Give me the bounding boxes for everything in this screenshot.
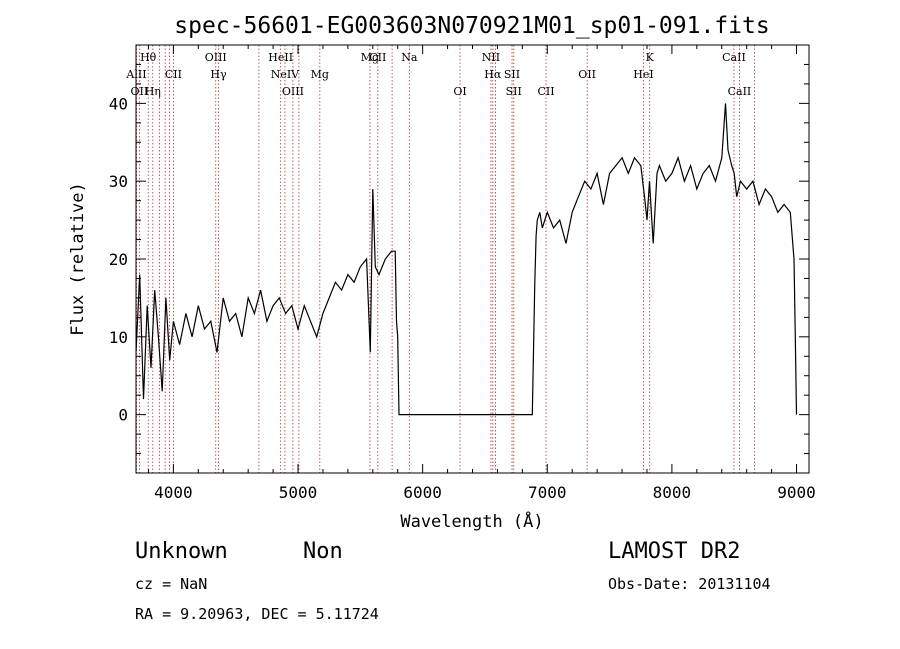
y-axis-ticks: 0 10 20 30 40 <box>109 63 809 455</box>
line-label: OIII <box>282 85 304 98</box>
y-tick-label: 20 <box>109 250 128 269</box>
line-label: SII <box>506 85 522 98</box>
x-tick-label: 9000 <box>777 483 816 502</box>
line-label: CII <box>165 68 182 81</box>
line-label: CaII <box>722 51 746 64</box>
x-tick-label: 4000 <box>154 483 193 502</box>
ra-dec-text: RA = 9.20963, DEC = 5.11724 <box>135 605 379 623</box>
line-label: Na <box>401 51 418 64</box>
object-subclass-label: Non <box>303 539 343 564</box>
line-label: HeII <box>268 51 293 64</box>
y-tick-label: 40 <box>109 94 128 113</box>
line-label: Hη <box>145 85 161 98</box>
y-tick-label: 30 <box>109 172 128 191</box>
y-tick-label: 0 <box>118 406 128 425</box>
spectrum-series-line <box>135 103 798 416</box>
redshift-text: cz = NaN <box>135 575 207 593</box>
obs-date-text: Obs-Date: 20131104 <box>608 575 771 593</box>
y-axis-label: Flux (relative) <box>68 182 88 336</box>
line-label: OII <box>578 68 596 81</box>
line-label: Hα <box>484 68 502 81</box>
x-axis-label: Wavelength (Å) <box>400 510 543 532</box>
line-label: OIII <box>205 51 227 64</box>
chart-title: spec-56601-EG003603N070921M01_sp01-091.f… <box>174 13 769 39</box>
line-label: CII <box>537 85 554 98</box>
line-label: Hγ <box>210 68 227 81</box>
line-label: Mg <box>311 68 329 81</box>
line-label: Hθ <box>140 51 157 64</box>
line-label: CII <box>369 51 386 64</box>
plot-frame <box>135 44 810 474</box>
spectral-line-markers <box>136 45 755 473</box>
line-label: K <box>646 51 655 64</box>
survey-label: LAMOST DR2 <box>608 539 740 564</box>
x-tick-label: 6000 <box>403 483 442 502</box>
x-axis-ticks: 4000 5000 6000 7000 8000 9000 <box>147 45 816 502</box>
line-label: HeI <box>633 68 653 81</box>
x-tick-label: 8000 <box>653 483 692 502</box>
x-tick-label: 5000 <box>279 483 318 502</box>
x-tick-label: 7000 <box>528 483 567 502</box>
y-tick-label: 10 <box>109 328 128 347</box>
object-type-label: Unknown <box>135 539 228 564</box>
line-label: CaII <box>728 85 752 98</box>
line-label: OI <box>453 85 466 98</box>
line-label: SII <box>504 68 520 81</box>
line-label: NII <box>482 51 500 64</box>
line-label: OII <box>131 85 149 98</box>
line-label: NeIV <box>271 68 300 81</box>
line-label: Mg <box>361 51 379 64</box>
